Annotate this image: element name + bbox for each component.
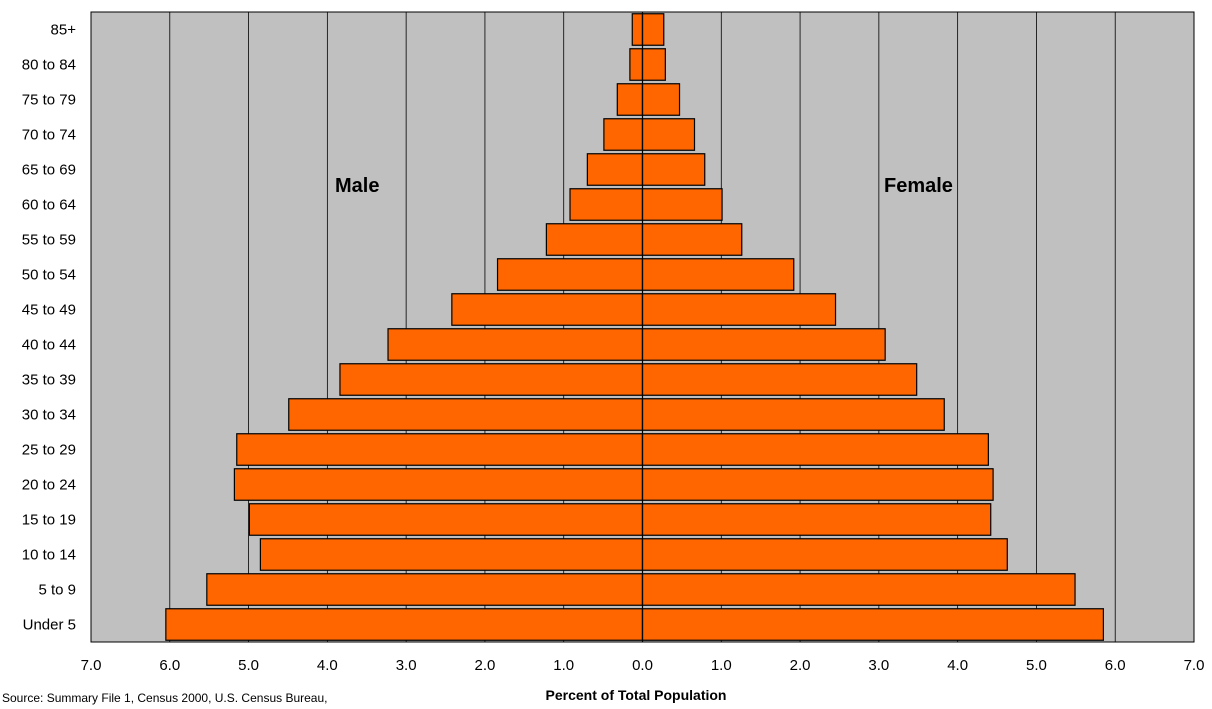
- bar-female: [641, 258, 795, 291]
- age-group-label: 40 to 44: [22, 337, 76, 354]
- age-group-label: 80 to 84: [22, 57, 76, 74]
- bar-male: [259, 538, 644, 571]
- age-group-label: 10 to 14: [22, 547, 76, 564]
- age-group-label: 5 to 9: [38, 582, 76, 599]
- bar-female: [641, 188, 723, 221]
- bar-female: [641, 433, 989, 466]
- age-group-label: Under 5: [23, 617, 76, 634]
- bar-female: [641, 573, 1076, 606]
- age-group-label: 20 to 24: [22, 477, 76, 494]
- x-axis-title: Percent of Total Population: [546, 687, 727, 703]
- bar-male: [165, 608, 644, 641]
- bar-male: [569, 188, 644, 221]
- bar-female: [641, 223, 743, 256]
- bar-male: [206, 573, 644, 606]
- age-group-label: 60 to 64: [22, 197, 76, 214]
- bar-female: [641, 363, 918, 396]
- male-series-label: Male: [335, 175, 379, 197]
- x-tick-label: 2.0: [790, 657, 811, 674]
- bars: [165, 13, 1104, 641]
- bar-female: [641, 468, 994, 501]
- bar-female: [641, 83, 681, 116]
- x-tick-label: 4.0: [947, 657, 968, 674]
- x-tick-label: 6.0: [159, 657, 180, 674]
- x-tick-label: 5.0: [238, 657, 259, 674]
- age-group-label: 15 to 19: [22, 512, 76, 529]
- bar-female: [641, 398, 945, 431]
- source-note: Source: Summary File 1, Census 2000, U.S…: [2, 691, 327, 705]
- x-tick-label: 4.0: [317, 657, 338, 674]
- bar-male: [248, 503, 644, 536]
- bar-male: [387, 328, 644, 361]
- age-group-label: 70 to 74: [22, 127, 76, 144]
- age-group-label: 65 to 69: [22, 162, 76, 179]
- bar-male: [339, 363, 644, 396]
- age-group-label: 85+: [51, 22, 77, 39]
- bar-male: [545, 223, 644, 256]
- age-group-labels: Under 5 5 to 9 10 to 14 15 to 19 20 to 24 25 …: [22, 22, 76, 634]
- female-series-label: Female: [884, 175, 953, 197]
- age-group-label: 55 to 59: [22, 232, 76, 249]
- x-tick-label: 5.0: [1026, 657, 1047, 674]
- age-group-label: 30 to 34: [22, 407, 76, 424]
- x-tick-label: 3.0: [396, 657, 417, 674]
- x-tick-label: 3.0: [868, 657, 889, 674]
- bar-male: [629, 48, 644, 81]
- age-group-label: 45 to 49: [22, 302, 76, 319]
- bar-female: [641, 608, 1104, 641]
- bar-female: [641, 328, 886, 361]
- age-group-label: 50 to 54: [22, 267, 76, 284]
- x-tick-label: 7.0: [1184, 657, 1205, 674]
- bar-male: [288, 398, 644, 431]
- bar-male: [586, 153, 644, 186]
- bar-male: [603, 118, 644, 151]
- bar-female: [641, 13, 665, 46]
- bar-male: [451, 293, 644, 326]
- bar-male: [236, 433, 644, 466]
- age-group-label: 35 to 39: [22, 372, 76, 389]
- x-tick-label: 0.0: [632, 657, 653, 674]
- bar-female: [641, 538, 1008, 571]
- bar-female: [641, 48, 666, 81]
- bar-female: [641, 503, 992, 536]
- age-group-label: 75 to 79: [22, 92, 76, 109]
- bar-female: [641, 153, 706, 186]
- bar-male: [496, 258, 644, 291]
- x-tick-labels: 7.0 6.0 5.0 4.0 3.0 2.0 1.0 0.0 1.0 2.0 3.0 4.0 5.0 6…: [81, 657, 1205, 674]
- bar-male: [616, 83, 644, 116]
- x-tick-label: 1.0: [711, 657, 732, 674]
- x-tick-label: 2.0: [474, 657, 495, 674]
- x-tick-label: 1.0: [553, 657, 574, 674]
- gridlines: [169, 12, 1116, 642]
- age-group-label: 25 to 29: [22, 442, 76, 459]
- bar-female: [641, 118, 696, 151]
- x-tick-label: 7.0: [81, 657, 102, 674]
- bar-female: [641, 293, 837, 326]
- x-tick-label: 6.0: [1105, 657, 1126, 674]
- bar-male: [233, 468, 644, 501]
- bar-male: [631, 13, 644, 46]
